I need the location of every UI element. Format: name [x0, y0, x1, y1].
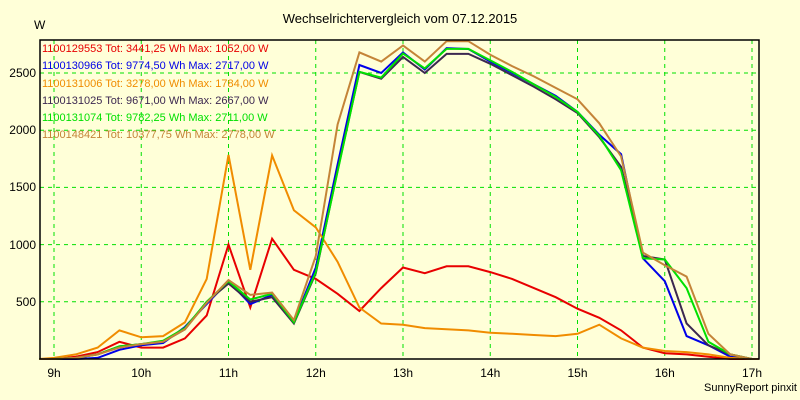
y-axis-unit: W	[34, 18, 46, 32]
legend-entry: 1100131025 Tot: 9671,00 Wh Max: 2667,00 …	[42, 94, 269, 107]
grid-lines	[40, 40, 759, 359]
x-tick-label: 11h	[218, 366, 239, 380]
plot-frame	[39, 39, 760, 360]
footer-credit: SunnyReport pinxit	[704, 382, 797, 394]
y-tick-label: 500	[15, 294, 36, 309]
y-tick-label: 2500	[9, 66, 36, 80]
legend-entry: 1100130966 Tot: 9774,50 Wh Max: 2717,00 …	[42, 60, 269, 73]
x-tick-label: 16h	[654, 366, 675, 380]
legend-entry: 1100148421 Tot: 10377,75 Wh Max: 2778,00…	[42, 129, 275, 142]
x-tick-label: 12h	[305, 366, 326, 380]
x-tick-label: 15h	[567, 366, 588, 380]
legend: 1100129553 Tot: 3441,25 Wh Max: 1052,00 …	[42, 41, 275, 145]
x-tick-label: 9h	[47, 366, 61, 380]
legend-entry: 1100131074 Tot: 9782,25 Wh Max: 2711,00 …	[42, 112, 268, 125]
x-tick-label: 14h	[480, 366, 501, 380]
y-tick-label: 1000	[9, 237, 36, 252]
series-line	[39, 151, 759, 360]
series-line	[39, 40, 759, 360]
y-tick-label: 2000	[9, 123, 36, 138]
x-tick-label: 10h	[131, 366, 152, 380]
series-lines	[39, 40, 759, 360]
legend-entry: 1100129553 Tot: 3441,25 Wh Max: 1052,00 …	[42, 43, 269, 55]
x-tick-label: 13h	[392, 366, 414, 380]
y-tick-label: 1500	[9, 180, 36, 195]
x-tick-label: 17h	[741, 366, 763, 380]
legend-entry: 1100131006 Tot: 3278,00 Wh Max: 1784,00 …	[42, 77, 269, 90]
chart-title: Wechselrichtervergleich vom 07.12.2015	[282, 11, 518, 26]
